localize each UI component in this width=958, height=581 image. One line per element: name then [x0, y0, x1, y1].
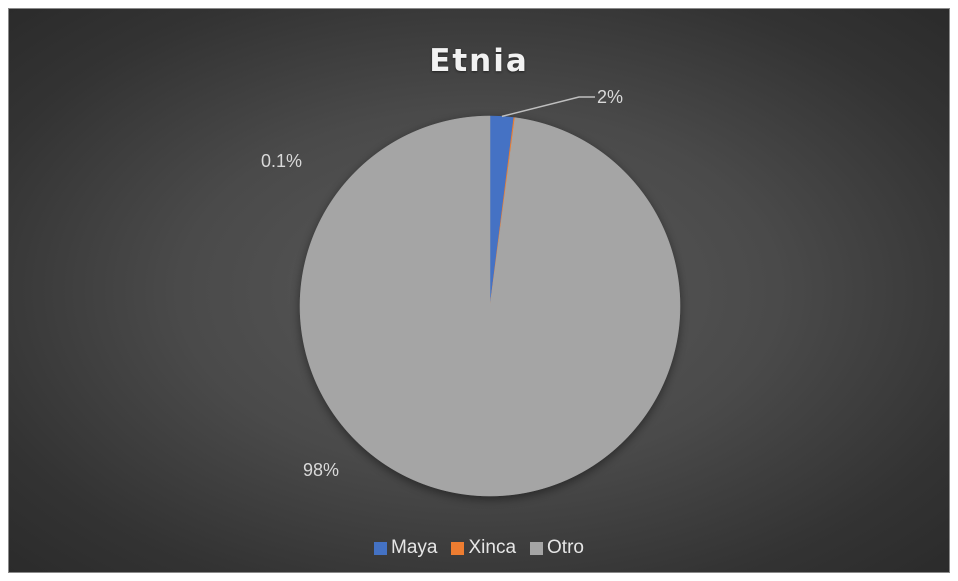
legend-swatch-otro [530, 541, 544, 555]
legend-swatch-maya [374, 541, 388, 555]
chart-area: Etnia 2% 0.1% 98% Maya Xinca Otro [8, 8, 950, 573]
legend-swatch-xinca [451, 541, 465, 555]
legend-item-otro: Otro [530, 537, 584, 559]
data-label-maya: 2% [597, 87, 623, 107]
legend-item-maya: Maya [374, 537, 437, 559]
pie-plot: 2% 0.1% 98% [261, 87, 681, 497]
legend-label-xinca: Xinca [468, 537, 517, 558]
leader-line-maya [501, 96, 595, 118]
legend-label-maya: Maya [391, 537, 438, 558]
legend: Maya Xinca Otro [9, 537, 949, 559]
data-label-otro: 98% [303, 460, 339, 480]
data-label-xinca: 0.1% [261, 151, 302, 171]
pie-slice-otro [299, 115, 681, 497]
legend-label-otro: Otro [547, 537, 584, 558]
chart-title: Etnia [429, 43, 529, 79]
legend-item-xinca: Xinca [451, 537, 516, 559]
